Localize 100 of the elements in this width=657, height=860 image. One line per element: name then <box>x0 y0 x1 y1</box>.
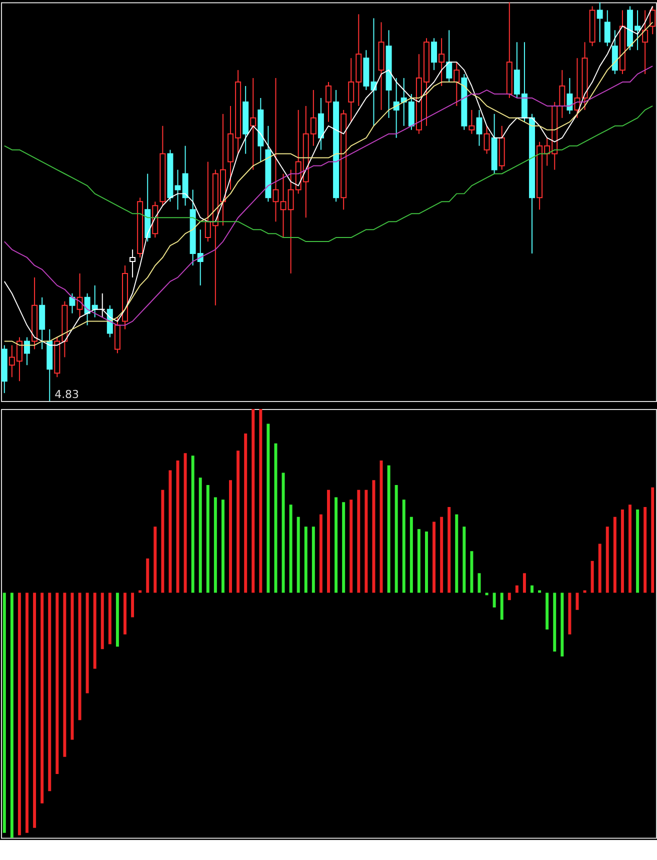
candlestick <box>326 82 332 122</box>
bar <box>244 434 248 593</box>
bar <box>70 592 74 740</box>
bar <box>583 590 586 593</box>
bar <box>424 532 428 593</box>
candlestick <box>484 125 490 154</box>
bar <box>221 500 224 593</box>
candlestick <box>642 10 648 75</box>
bar <box>500 592 504 620</box>
candlestick <box>559 70 566 118</box>
bar <box>636 509 640 593</box>
bar <box>40 592 44 804</box>
candlestick <box>454 62 460 106</box>
bar <box>184 453 187 593</box>
bar <box>598 544 602 593</box>
bar <box>26 592 28 833</box>
bar <box>576 592 579 610</box>
candlestick <box>182 145 188 206</box>
annotation: 4.83 <box>54 388 80 402</box>
bar <box>455 514 458 593</box>
bar <box>138 590 142 593</box>
bar <box>289 504 292 593</box>
candlestick <box>476 109 482 146</box>
bar <box>628 504 632 593</box>
bar <box>63 592 66 757</box>
candlestick <box>99 292 106 318</box>
candlestick <box>566 78 573 114</box>
bar <box>448 507 451 593</box>
bar <box>387 465 390 593</box>
bar <box>48 592 52 792</box>
bar <box>432 522 436 593</box>
bar <box>350 500 353 593</box>
bar <box>86 592 89 694</box>
candlestick <box>446 30 452 83</box>
bar <box>18 592 21 836</box>
bar <box>108 592 112 644</box>
bar <box>319 514 322 593</box>
bar <box>402 500 406 593</box>
bar <box>146 558 150 593</box>
bar <box>380 460 383 593</box>
bar <box>651 487 654 593</box>
candlestick <box>130 249 136 278</box>
bar <box>116 592 119 647</box>
bar <box>342 502 346 593</box>
bar <box>440 516 444 593</box>
bar <box>168 470 172 593</box>
candlestick <box>318 97 324 150</box>
candlestick <box>272 78 279 222</box>
bar <box>644 507 647 593</box>
bar <box>364 490 368 593</box>
bar <box>508 592 511 600</box>
candlestick <box>114 316 120 354</box>
bar <box>229 480 232 593</box>
bar <box>304 526 308 593</box>
bar <box>191 456 194 593</box>
bar <box>530 585 534 593</box>
bar <box>538 590 542 593</box>
bar <box>33 592 36 828</box>
bar <box>522 573 526 593</box>
bar <box>206 484 210 593</box>
candlestick <box>431 38 438 71</box>
bar <box>327 490 330 593</box>
bar <box>613 516 616 593</box>
candlestick <box>438 38 445 87</box>
bar <box>131 592 134 618</box>
candlestick <box>596 2 603 43</box>
candlestick <box>612 30 618 75</box>
bar <box>198 478 202 593</box>
candlestick <box>24 336 30 366</box>
bar <box>252 409 255 593</box>
bar <box>620 509 624 593</box>
bar <box>462 526 466 593</box>
candlestick <box>39 296 46 350</box>
bar <box>296 516 300 593</box>
bar <box>78 592 82 720</box>
bar <box>123 592 126 634</box>
bar <box>515 585 518 593</box>
bar <box>56 592 59 774</box>
bar <box>372 480 376 593</box>
bar <box>312 526 315 593</box>
bar <box>266 424 270 593</box>
bar <box>357 490 360 593</box>
bar <box>10 592 14 838</box>
candlestick <box>69 292 76 314</box>
bar <box>394 484 398 593</box>
bar <box>410 516 413 593</box>
bar <box>154 526 157 593</box>
bar <box>334 497 338 593</box>
bar <box>274 443 278 593</box>
bar <box>560 592 564 656</box>
bar <box>546 592 549 630</box>
bar <box>100 592 104 650</box>
bar <box>568 592 572 634</box>
bar <box>417 529 420 593</box>
bar <box>492 592 496 608</box>
candlestick <box>468 109 475 134</box>
candlestick <box>250 78 256 170</box>
bar <box>470 551 474 593</box>
bar <box>606 526 609 593</box>
bar <box>93 592 96 669</box>
